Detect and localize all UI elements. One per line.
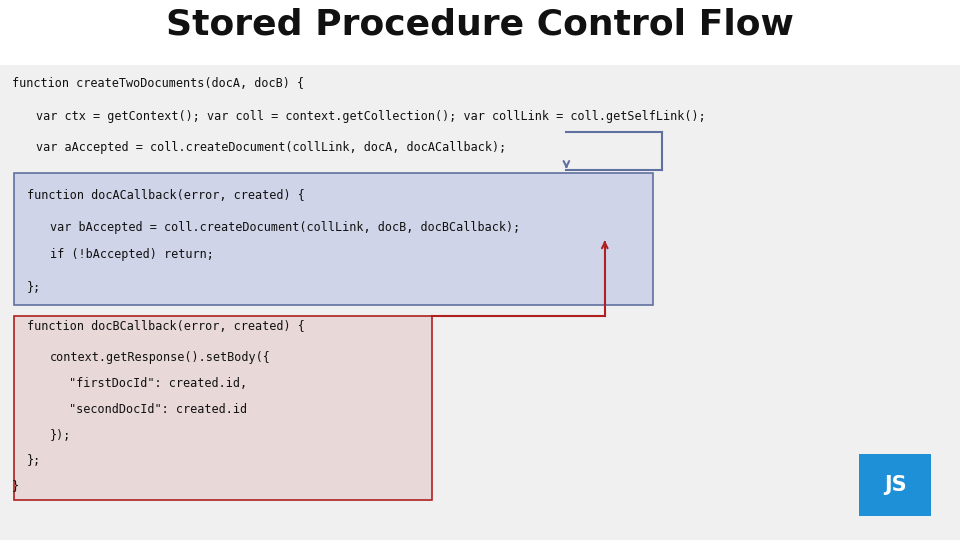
Text: if (!bAccepted) return;: if (!bAccepted) return; xyxy=(50,248,214,261)
FancyBboxPatch shape xyxy=(14,316,432,500)
Text: JS: JS xyxy=(884,475,906,495)
Text: });: }); xyxy=(50,429,71,442)
FancyBboxPatch shape xyxy=(14,173,653,305)
Text: Stored Procedure Control Flow: Stored Procedure Control Flow xyxy=(166,8,794,41)
Text: context.getResponse().setBody({: context.getResponse().setBody({ xyxy=(50,351,271,364)
Text: var aAccepted = coll.createDocument(collLink, docA, docACallback);: var aAccepted = coll.createDocument(coll… xyxy=(36,141,507,154)
Text: };: }; xyxy=(27,454,41,467)
FancyBboxPatch shape xyxy=(0,0,960,65)
Text: function docBCallback(error, created) {: function docBCallback(error, created) { xyxy=(27,320,304,333)
Text: }: } xyxy=(12,480,18,492)
Text: "firstDocId": created.id,: "firstDocId": created.id, xyxy=(69,377,248,390)
Text: function createTwoDocuments(docA, docB) {: function createTwoDocuments(docA, docB) … xyxy=(12,77,303,90)
Text: "secondDocId": created.id: "secondDocId": created.id xyxy=(69,403,248,416)
FancyBboxPatch shape xyxy=(859,454,931,516)
Text: var bAccepted = coll.createDocument(collLink, docB, docBCallback);: var bAccepted = coll.createDocument(coll… xyxy=(50,221,520,234)
Text: };: }; xyxy=(27,281,41,294)
Text: var ctx = getContext(); var coll = context.getCollection(); var collLink = coll.: var ctx = getContext(); var coll = conte… xyxy=(36,110,707,123)
Text: function docACallback(error, created) {: function docACallback(error, created) { xyxy=(27,189,304,202)
